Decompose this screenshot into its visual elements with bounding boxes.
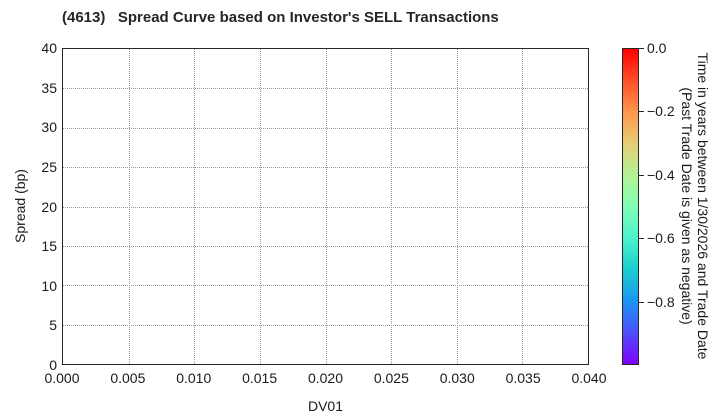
colorbar-tick-mark <box>639 174 644 176</box>
x-tick-label: 0.015 <box>242 370 278 386</box>
colorbar-tick-mark <box>639 238 644 240</box>
colorbar-label-line2: (Past Trade Date is given as negative) <box>679 87 695 325</box>
x-tick-label: 0.020 <box>307 370 344 386</box>
y-tick-label: 20 <box>41 198 57 215</box>
colorbar-tick-mark <box>639 111 644 113</box>
y-tick-label: 25 <box>41 158 57 175</box>
x-tick-label: 0.030 <box>439 370 475 386</box>
y-tick-label: 10 <box>41 277 57 294</box>
grid-line-horizontal <box>63 245 588 247</box>
colorbar-label: Time in years between 1/30/2026 and Trad… <box>679 53 711 360</box>
grid-line-horizontal <box>63 88 588 90</box>
x-tick-label: 0.025 <box>373 370 409 386</box>
plot-area <box>62 48 589 365</box>
grid-line-horizontal <box>63 167 588 169</box>
y-tick-label: 35 <box>41 79 57 96</box>
x-tick-label: 0.000 <box>44 370 80 386</box>
x-axis-label: DV01 <box>307 398 344 414</box>
chart-title: (4613) Spread Curve based on Investor's … <box>62 9 499 26</box>
y-tick-label: 5 <box>49 317 57 334</box>
x-tick-label: 0.040 <box>571 370 607 386</box>
x-tick-label: 0.035 <box>505 370 541 386</box>
colorbar-label-line1: Time in years between 1/30/2026 and Trad… <box>695 52 711 360</box>
x-tick-label: 0.010 <box>176 370 212 386</box>
grid-line-horizontal <box>63 285 588 287</box>
y-tick-label: 40 <box>41 40 57 56</box>
colorbar-tick-mark <box>639 301 644 303</box>
colorbar-tick-label: −0.2 <box>647 103 675 120</box>
grid-line-horizontal <box>63 324 588 326</box>
y-tick-label: 0 <box>49 357 57 373</box>
colorbar-tick-label: −0.8 <box>647 293 675 310</box>
x-tick-label: 0.005 <box>110 370 146 386</box>
colorbar-tick-mark <box>639 48 644 49</box>
colorbar <box>622 48 639 365</box>
colorbar-tick-label: 0.0 <box>647 40 667 56</box>
y-tick-label: 15 <box>41 238 57 255</box>
colorbar-tick-label: −0.6 <box>647 230 675 247</box>
grid-line-horizontal <box>63 206 588 208</box>
grid-line-horizontal <box>63 127 588 129</box>
colorbar-tick-label: −0.4 <box>647 166 675 183</box>
y-tick-label: 30 <box>41 119 57 136</box>
